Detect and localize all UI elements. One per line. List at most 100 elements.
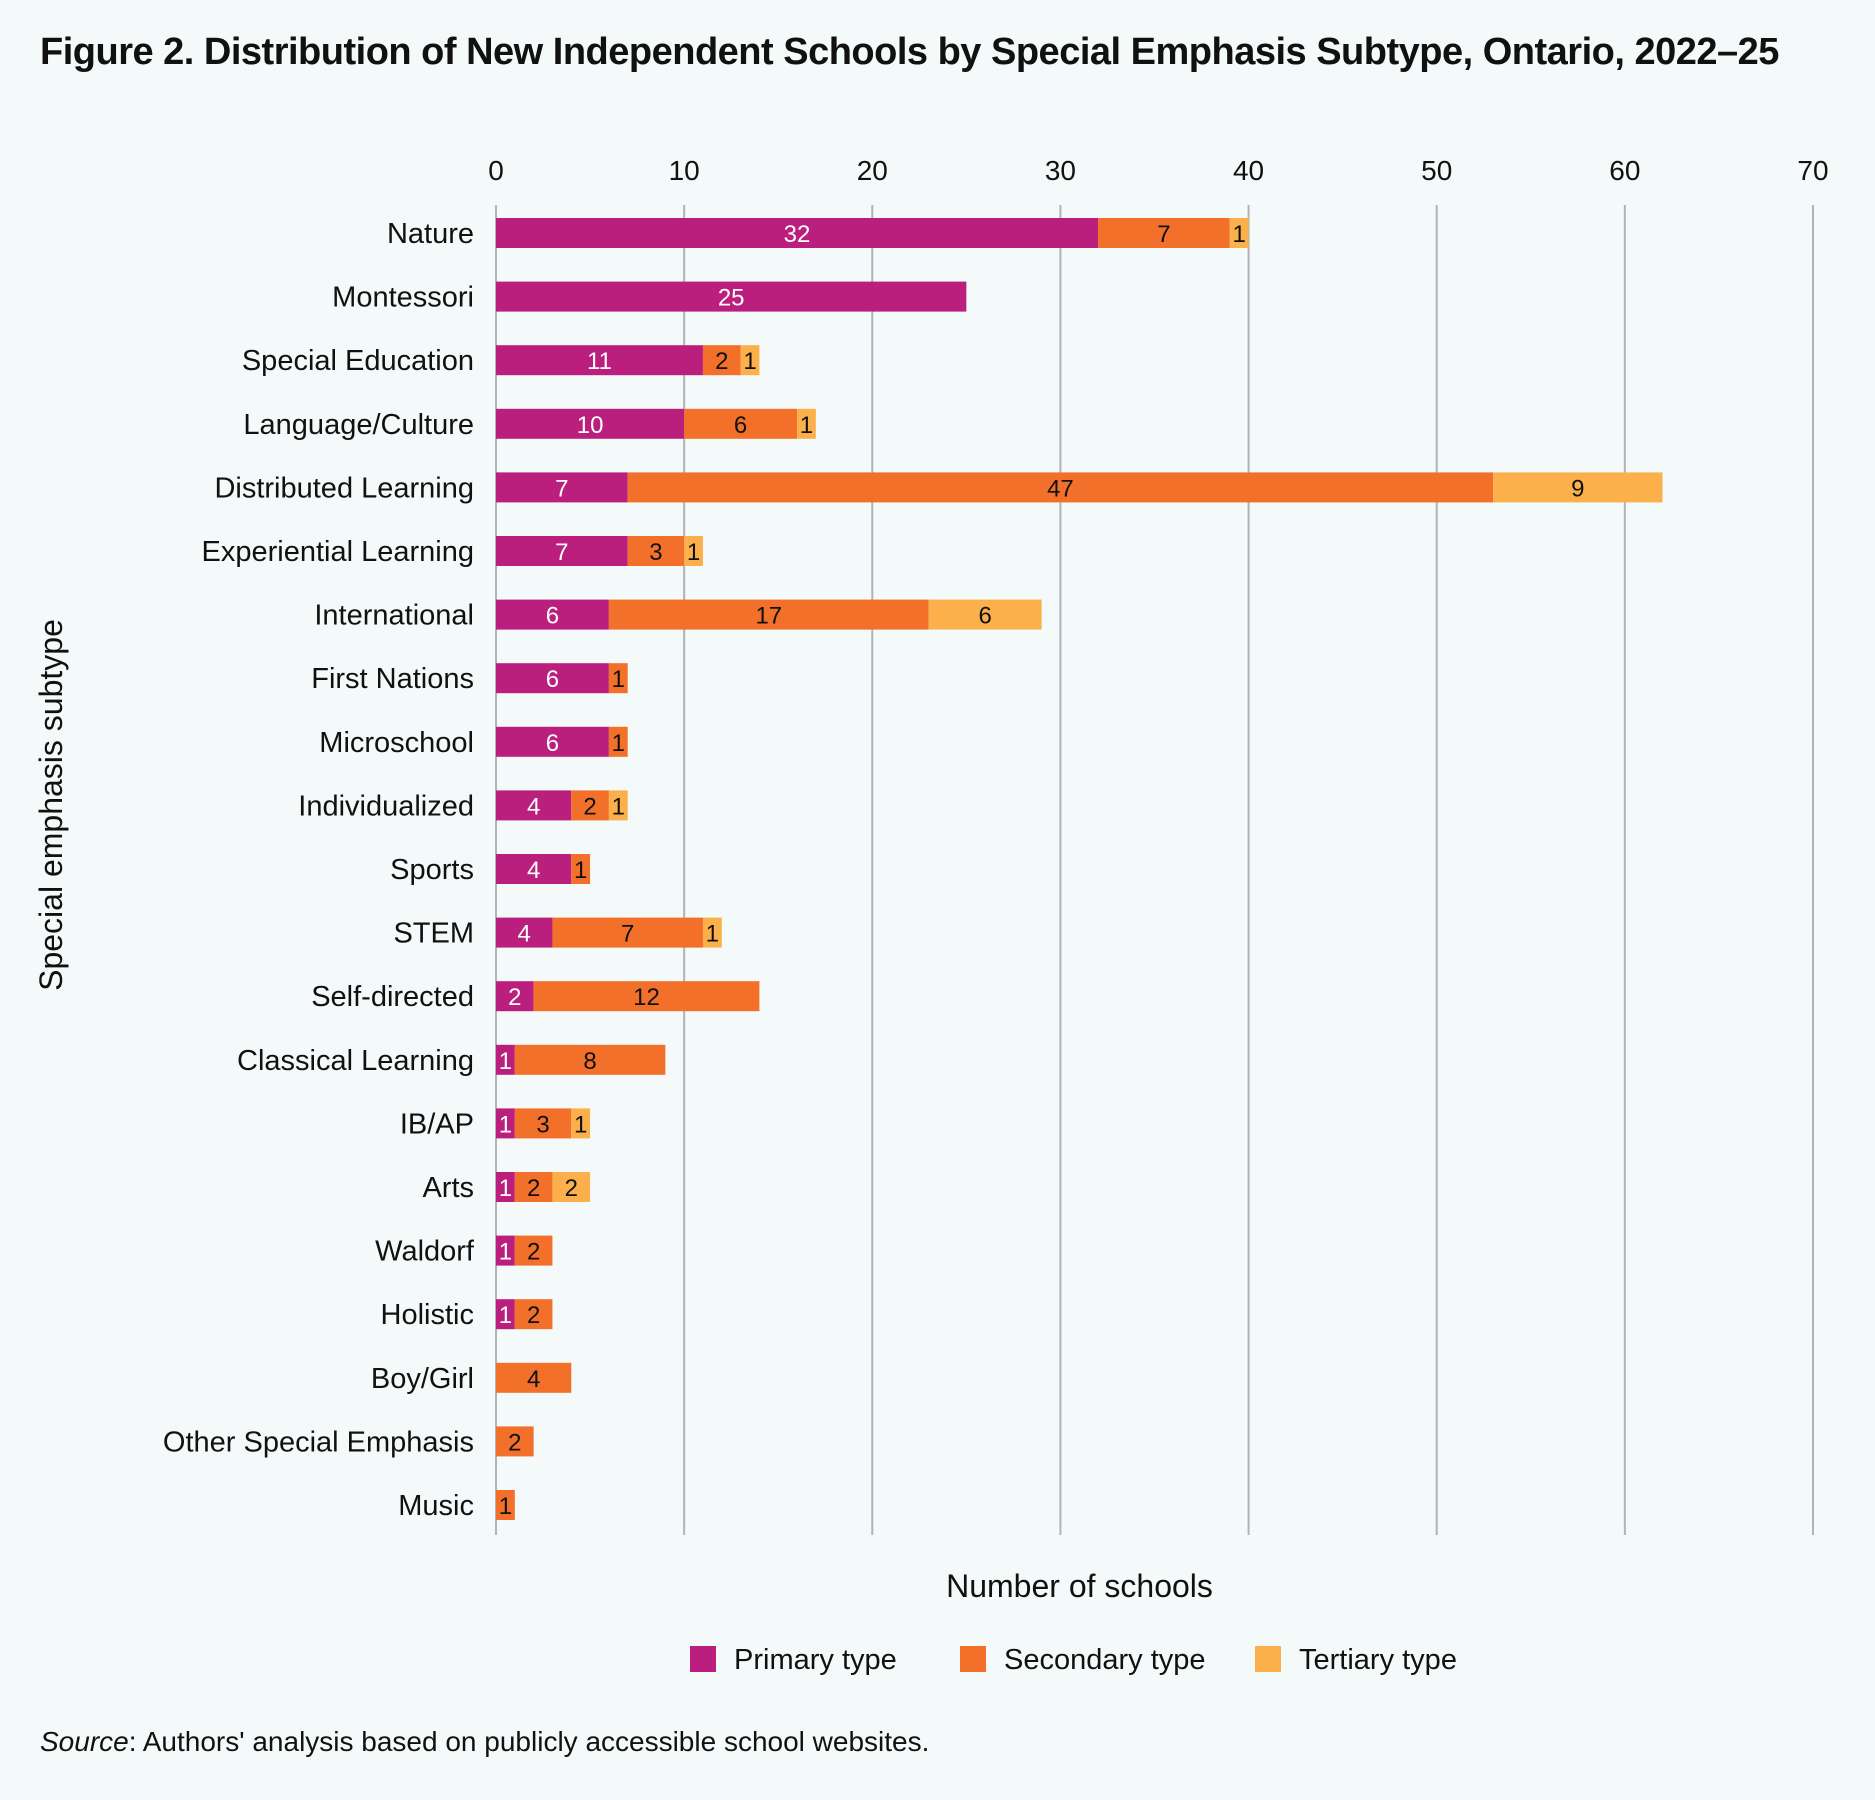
data-label: 2 — [565, 1175, 578, 1202]
bar-segment — [608, 726, 628, 757]
category-label: Classical Learning — [237, 1045, 474, 1077]
bar-segment — [496, 1490, 515, 1520]
bar-segment — [608, 599, 929, 630]
data-label: 2 — [715, 348, 728, 375]
bar-segment — [496, 1362, 572, 1393]
data-label: 1 — [499, 1493, 512, 1520]
bar-segment — [514, 1172, 553, 1202]
x-tick-label: 60 — [1609, 155, 1640, 186]
x-axis-title: Number of schools — [946, 1568, 1213, 1604]
category-label: Sports — [390, 854, 474, 886]
bar-segment — [514, 1299, 553, 1330]
category-label: Distributed Learning — [214, 472, 474, 504]
bar-segment — [514, 1235, 553, 1266]
legend-swatch — [690, 1646, 716, 1672]
y-axis-title: Special emphasis subtype — [33, 619, 69, 991]
x-tick-label: 0 — [488, 155, 504, 186]
data-label: 1 — [1232, 221, 1245, 248]
bar-segment — [496, 854, 572, 884]
data-label: 4 — [518, 921, 531, 948]
data-label: 1 — [743, 348, 756, 375]
data-label: 1 — [800, 412, 813, 439]
source-note: Source: Authors' analysis based on publi… — [40, 1726, 929, 1758]
legend-swatch — [1255, 1646, 1281, 1672]
bars — [496, 218, 1663, 1520]
bar-segment — [496, 536, 628, 566]
bar-segment — [496, 663, 609, 694]
bar-segment — [496, 726, 609, 757]
data-label: 2 — [527, 1175, 540, 1202]
data-label: 4 — [527, 1366, 540, 1393]
bar-segment — [496, 472, 628, 503]
bar-segment — [496, 1044, 515, 1075]
bar-segment — [627, 472, 1494, 503]
data-label: 1 — [612, 793, 625, 820]
category-label: First Nations — [311, 663, 474, 695]
bar-segment — [552, 917, 703, 948]
data-label: 3 — [649, 539, 662, 566]
bar-segment — [496, 599, 609, 630]
category-label: Individualized — [298, 790, 474, 822]
bar-segment — [496, 1172, 515, 1202]
category-label: International — [314, 600, 474, 632]
bar-segment — [496, 1299, 515, 1330]
data-label: 12 — [633, 984, 660, 1011]
category-label: IB/AP — [400, 1108, 474, 1140]
bar-segment — [571, 854, 591, 884]
bar-segment — [496, 345, 703, 376]
category-label: Nature — [387, 218, 474, 250]
category-label: Language/Culture — [243, 409, 474, 441]
bar-segment — [571, 1108, 591, 1139]
bar-segment — [608, 663, 628, 694]
data-label: 6 — [546, 666, 559, 693]
data-label: 1 — [499, 1239, 512, 1266]
data-label: 25 — [718, 285, 745, 312]
data-label: 47 — [1047, 475, 1074, 502]
bar-segment — [496, 917, 553, 948]
bar-segment — [496, 1108, 515, 1139]
bar-segment — [608, 790, 628, 821]
data-label: 1 — [574, 1111, 587, 1138]
data-label: 1 — [706, 921, 719, 948]
data-label: 1 — [499, 1048, 512, 1075]
data-label: 6 — [546, 730, 559, 757]
data-label: 3 — [536, 1111, 549, 1138]
legend-label: Tertiary type — [1299, 1644, 1457, 1676]
x-tick-label: 70 — [1797, 155, 1828, 186]
x-tick-label: 50 — [1421, 155, 1452, 186]
category-label: Experiential Learning — [202, 536, 474, 568]
legend-swatch — [960, 1646, 986, 1672]
bar-segment — [496, 218, 1099, 248]
bar-segment — [1229, 218, 1249, 248]
data-label: 1 — [499, 1111, 512, 1138]
data-label: 1 — [687, 539, 700, 566]
data-label: 1 — [499, 1175, 512, 1202]
bar-segment — [496, 1426, 534, 1457]
data-label: 11 — [587, 348, 612, 375]
category-label: Music — [398, 1490, 474, 1522]
bar-segment — [514, 1044, 666, 1075]
bar-segment — [533, 981, 760, 1012]
legend-label: Primary type — [734, 1644, 897, 1676]
bar-segment — [740, 345, 760, 376]
bar-segment — [1098, 218, 1230, 248]
bar-segment — [928, 599, 1042, 630]
data-label: 2 — [508, 1429, 521, 1456]
data-label: 7 — [621, 921, 634, 948]
data-label: 6 — [734, 412, 747, 439]
bar-segment — [496, 1235, 515, 1266]
legend-label: Secondary type — [1004, 1644, 1206, 1676]
category-label: Montessori — [332, 282, 474, 314]
data-label: 7 — [1157, 221, 1170, 248]
chart-title: Figure 2. Distribution of New Independen… — [40, 31, 1779, 73]
bar-segment — [684, 536, 703, 566]
bar-segment — [571, 790, 609, 821]
category-label: Microschool — [319, 727, 474, 759]
data-label: 2 — [508, 984, 521, 1011]
data-label: 2 — [583, 793, 596, 820]
legend: Primary type Secondary type Tertiary type — [690, 1644, 1457, 1676]
bar-segment — [627, 536, 685, 566]
data-label: 1 — [612, 730, 625, 757]
